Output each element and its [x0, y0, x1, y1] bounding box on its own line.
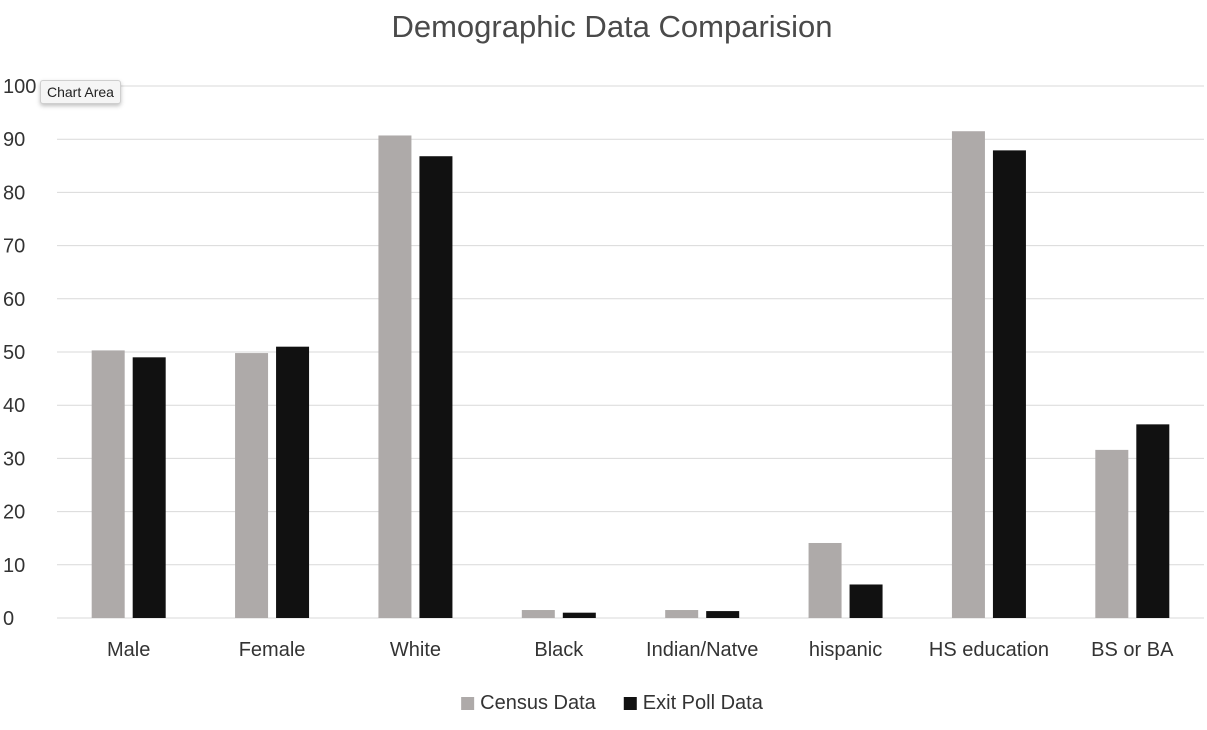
- x-category-label: BS or BA: [1091, 639, 1174, 661]
- bar-exit-poll-data-hs-education: [992, 150, 1026, 618]
- x-axis-category-labels: Male Female White Black Indian/Natve hispanic…: [107, 639, 1174, 661]
- y-tick-label-60: 60: [3, 289, 25, 311]
- bar-exit-poll-data-female: [276, 346, 310, 618]
- bar-census-data-female: [235, 353, 269, 618]
- x-category-label: White: [390, 639, 441, 661]
- bar-census-data-indian-natve: [665, 610, 699, 618]
- x-category-label: Indian/Natve: [646, 639, 758, 661]
- y-tick-label-80: 80: [3, 182, 25, 204]
- bar-exit-poll-data-white: [419, 156, 453, 618]
- bar-exit-poll-data-bs-or-ba: [1136, 424, 1170, 618]
- legend-label-exit-poll-data: Exit Poll Data: [643, 692, 764, 714]
- bar-census-data-male: [91, 350, 125, 618]
- legend-swatch-census-data: [461, 697, 475, 710]
- legend-label-census-data: Census Data: [480, 692, 596, 714]
- y-tick-label-20: 20: [3, 502, 25, 524]
- bar-exit-poll-data-hispanic: [849, 584, 883, 618]
- y-tick-label-50: 50: [3, 342, 25, 364]
- bar-exit-poll-data-male: [132, 357, 166, 618]
- bar-census-data-white: [378, 135, 412, 618]
- bar-census-data-hispanic: [808, 542, 842, 618]
- bar-census-data-hs-education: [951, 131, 985, 618]
- legend-swatch-exit-poll-data: [623, 697, 637, 710]
- y-tick-label-30: 30: [3, 448, 25, 470]
- gridlines: [57, 85, 1204, 619]
- y-axis-tick-labels: 0 10 20 30 40 50 60 70 80 90 100: [3, 76, 36, 630]
- chart-title: Demographic Data Comparision: [391, 9, 832, 44]
- y-tick-label-0: 0: [3, 608, 14, 630]
- y-tick-label-40: 40: [3, 395, 25, 417]
- x-category-label: Female: [239, 639, 306, 661]
- x-category-label: Black: [534, 639, 584, 661]
- chart-area-tooltip: Chart Area: [40, 80, 121, 104]
- y-tick-label-70: 70: [3, 236, 25, 258]
- x-category-label: Male: [107, 639, 150, 661]
- bar-census-data-bs-or-ba: [1095, 449, 1129, 618]
- bar-exit-poll-data-indian-natve: [706, 611, 740, 618]
- x-category-label: hispanic: [809, 639, 882, 661]
- bar-exit-poll-data-black: [562, 612, 596, 618]
- bar-census-data-black: [521, 610, 555, 618]
- y-tick-label-10: 10: [3, 555, 25, 577]
- y-tick-label-90: 90: [3, 129, 25, 151]
- y-tick-label-100: 100: [3, 76, 36, 98]
- legend: Census Data Exit Poll Data: [461, 692, 764, 714]
- x-category-label: HS education: [929, 639, 1049, 661]
- bars: [91, 131, 1170, 618]
